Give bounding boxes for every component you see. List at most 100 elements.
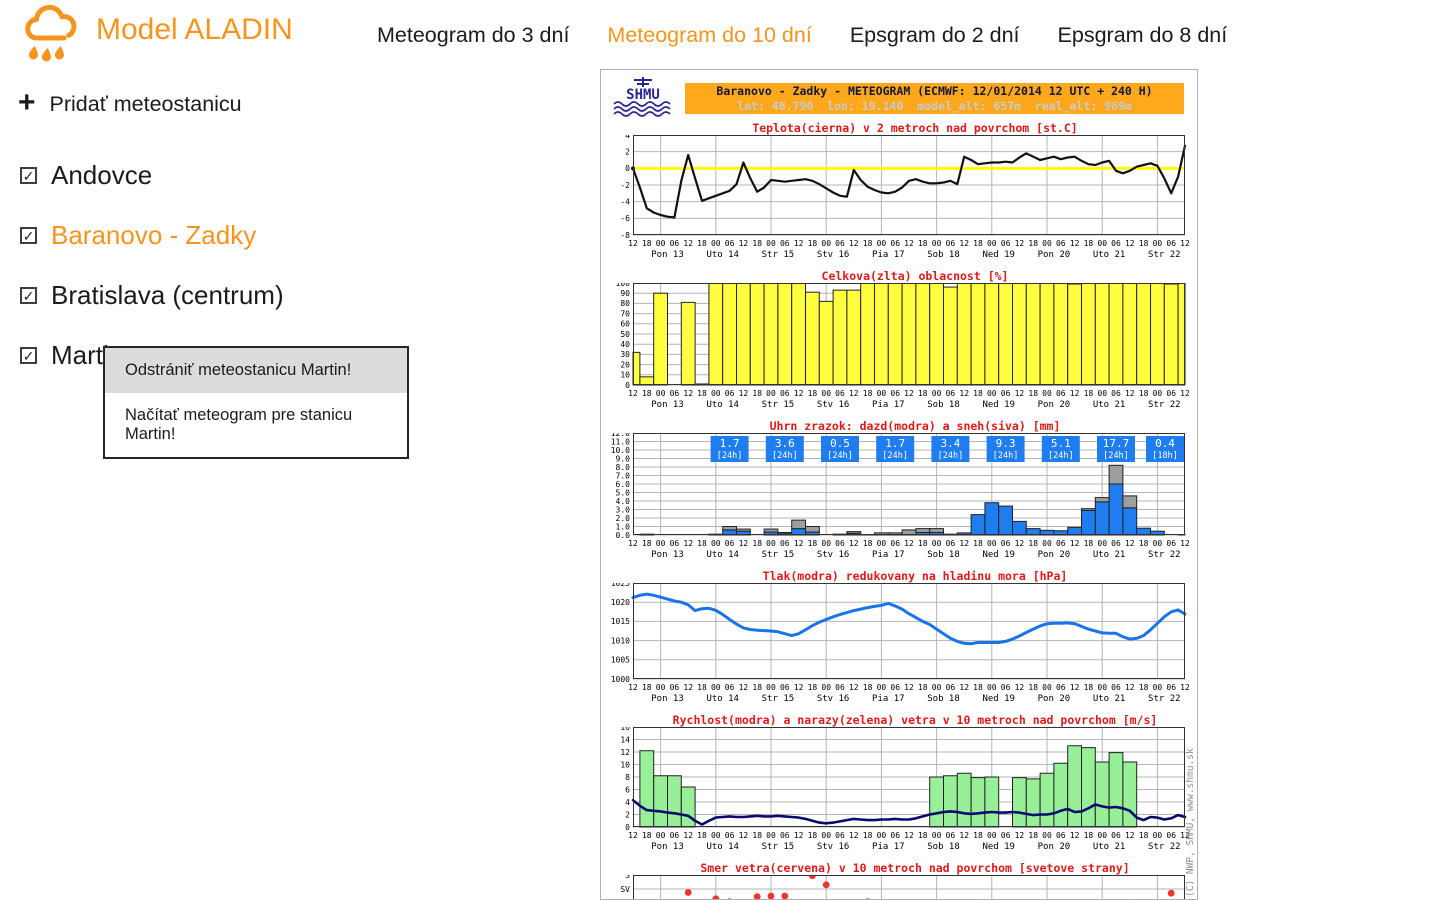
svg-text:18: 18 bbox=[752, 683, 762, 692]
svg-text:18: 18 bbox=[752, 239, 762, 248]
svg-text:06: 06 bbox=[670, 389, 680, 398]
svg-text:1015: 1015 bbox=[611, 617, 630, 626]
svg-text:12: 12 bbox=[904, 539, 914, 548]
svg-text:00: 00 bbox=[766, 239, 776, 248]
svg-text:06: 06 bbox=[835, 389, 845, 398]
station-label-baranovo[interactable]: Baranovo - Zadky bbox=[51, 220, 257, 250]
tab-epsgram-2d[interactable]: Epsgram do 2 dní bbox=[849, 23, 1020, 47]
svg-text:[24h]: [24h] bbox=[993, 451, 1019, 461]
svg-text:-2: -2 bbox=[620, 181, 630, 190]
svg-text:12: 12 bbox=[1180, 539, 1190, 548]
station-label-bratislava[interactable]: Bratislava (centrum) bbox=[51, 280, 284, 310]
context-menu-item-load-meteogram[interactable]: Načítať meteogram pre stanicu Martin! bbox=[125, 406, 353, 443]
svg-text:18: 18 bbox=[642, 389, 652, 398]
chart-svg-temperature: 420-2-4-6-812 18 00 06 12 18 00 06 12 18 00 06 12 18 0… bbox=[620, 131, 1190, 260]
svg-text:06: 06 bbox=[1111, 239, 1121, 248]
meteogram-header: SHMU Baranovo - Zadky - METEOGRAM (ECMWF… bbox=[601, 70, 1197, 118]
svg-text:SV: SV bbox=[620, 885, 630, 894]
svg-text:[24h]: [24h] bbox=[827, 451, 853, 461]
tab-meteogram-3d[interactable]: Meteogram do 3 dní bbox=[377, 23, 570, 47]
chart-cloudcover: Celkova(zlta) oblacnost [%] 100 90 80 70 60 50… bbox=[605, 270, 1197, 416]
station-checkbox-bratislava[interactable]: ✓ bbox=[20, 287, 37, 304]
station-checkbox-baranovo[interactable]: ✓ bbox=[20, 227, 37, 244]
svg-text:12: 12 bbox=[1180, 683, 1190, 692]
tab-epsgram-8d[interactable]: Epsgram do 8 dní bbox=[1057, 23, 1228, 47]
station-checkbox-martin[interactable]: ✓ bbox=[20, 347, 37, 364]
svg-text:Pon 13: Pon 13 bbox=[651, 842, 684, 852]
svg-text:06: 06 bbox=[890, 683, 900, 692]
svg-text:00: 00 bbox=[932, 831, 942, 840]
svg-text:00: 00 bbox=[1097, 539, 1107, 548]
svg-text:18: 18 bbox=[1084, 831, 1094, 840]
svg-text:11.0: 11.0 bbox=[611, 437, 630, 446]
svg-text:12: 12 bbox=[683, 389, 693, 398]
svg-text:1.7: 1.7 bbox=[885, 437, 905, 450]
svg-text:30: 30 bbox=[620, 350, 630, 359]
chart-temperature: Teplota(cierna) v 2 metroch nad povrchom… bbox=[605, 122, 1197, 266]
svg-text:Stv 16: Stv 16 bbox=[817, 400, 850, 410]
meteogram-title: Baranovo - Zadky - METEOGRAM (ECMWF: 12/… bbox=[716, 84, 1153, 98]
shmu-logo: SHMU bbox=[613, 77, 671, 117]
svg-text:40: 40 bbox=[620, 340, 630, 349]
svg-text:00: 00 bbox=[877, 683, 887, 692]
tab-meteogram-10d[interactable]: Meteogram do 10 dní bbox=[607, 23, 812, 47]
svg-text:18: 18 bbox=[1084, 389, 1094, 398]
svg-text:06: 06 bbox=[670, 683, 680, 692]
svg-text:12: 12 bbox=[1015, 389, 1025, 398]
svg-text:[24h]: [24h] bbox=[1103, 451, 1129, 461]
svg-text:Pon 20: Pon 20 bbox=[1038, 550, 1071, 560]
svg-text:00: 00 bbox=[766, 389, 776, 398]
svg-text:Uto 14: Uto 14 bbox=[706, 694, 739, 704]
station-checkbox-andovce[interactable]: ✓ bbox=[20, 167, 37, 184]
svg-text:7.0: 7.0 bbox=[616, 471, 631, 480]
svg-text:6.0: 6.0 bbox=[616, 480, 631, 489]
svg-text:06: 06 bbox=[1056, 683, 1066, 692]
svg-text:2: 2 bbox=[625, 147, 630, 156]
svg-text:18: 18 bbox=[697, 831, 707, 840]
svg-text:18: 18 bbox=[1139, 683, 1149, 692]
svg-text:1.7: 1.7 bbox=[720, 437, 740, 450]
add-station-button[interactable]: + Pridať meteostanicu bbox=[18, 88, 242, 118]
svg-text:00: 00 bbox=[821, 683, 831, 692]
svg-text:00: 00 bbox=[1042, 831, 1052, 840]
svg-text:06: 06 bbox=[725, 683, 735, 692]
station-label-andovce[interactable]: Andovce bbox=[51, 160, 153, 190]
svg-text:0.0: 0.0 bbox=[616, 531, 631, 540]
svg-text:00: 00 bbox=[766, 831, 776, 840]
svg-text:Str 15: Str 15 bbox=[762, 694, 795, 704]
svg-text:1005: 1005 bbox=[611, 656, 630, 665]
svg-text:70: 70 bbox=[620, 309, 630, 318]
svg-text:12: 12 bbox=[959, 239, 969, 248]
svg-text:Pon 13: Pon 13 bbox=[651, 400, 684, 410]
svg-text:18: 18 bbox=[973, 831, 983, 840]
svg-text:[24h]: [24h] bbox=[772, 451, 798, 461]
svg-text:12: 12 bbox=[739, 683, 749, 692]
svg-text:Uto 14: Uto 14 bbox=[706, 842, 739, 852]
svg-text:18: 18 bbox=[808, 539, 818, 548]
svg-text:12: 12 bbox=[1125, 683, 1135, 692]
app-logo-cloud-icon bbox=[25, 5, 77, 62]
svg-text:[24h]: [24h] bbox=[882, 451, 908, 461]
svg-text:12: 12 bbox=[904, 831, 914, 840]
context-menu-item-remove-station[interactable]: Odstrániť meteostanicu Martin! bbox=[105, 348, 407, 393]
svg-text:Pon 20: Pon 20 bbox=[1038, 250, 1071, 260]
svg-text:12: 12 bbox=[1015, 539, 1025, 548]
svg-text:Sob 18: Sob 18 bbox=[927, 842, 960, 852]
svg-text:9.3: 9.3 bbox=[996, 437, 1016, 450]
svg-text:18: 18 bbox=[1028, 683, 1038, 692]
svg-text:12: 12 bbox=[628, 239, 638, 248]
svg-text:[24h]: [24h] bbox=[1048, 451, 1074, 461]
svg-text:06: 06 bbox=[835, 239, 845, 248]
svg-text:Pia 17: Pia 17 bbox=[872, 250, 905, 260]
svg-text:Sob 18: Sob 18 bbox=[927, 550, 960, 560]
svg-text:Uto 21: Uto 21 bbox=[1093, 550, 1126, 560]
app-title: Model ALADIN bbox=[96, 13, 293, 46]
svg-text:12: 12 bbox=[683, 239, 693, 248]
svg-text:12: 12 bbox=[794, 831, 804, 840]
svg-text:-4: -4 bbox=[620, 197, 630, 206]
svg-text:12: 12 bbox=[904, 389, 914, 398]
svg-text:00: 00 bbox=[1042, 683, 1052, 692]
svg-text:Pon 20: Pon 20 bbox=[1038, 842, 1071, 852]
svg-text:00: 00 bbox=[1042, 389, 1052, 398]
